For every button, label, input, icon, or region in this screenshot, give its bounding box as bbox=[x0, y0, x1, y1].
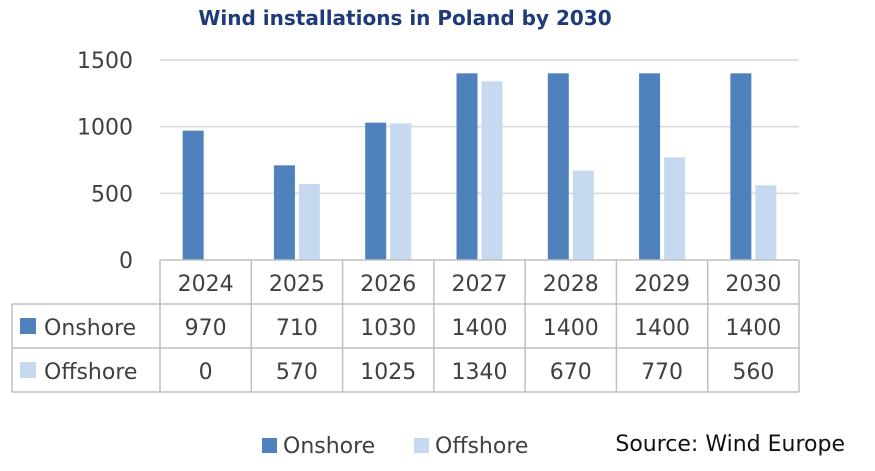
data-label: 1400 bbox=[543, 316, 599, 341]
y-tick-label: 1500 bbox=[77, 49, 133, 74]
data-label: 0 bbox=[199, 360, 213, 385]
data-label: 570 bbox=[276, 360, 318, 385]
bar-offshore-2028 bbox=[572, 170, 594, 260]
bar-onshore-2030 bbox=[730, 73, 752, 260]
bar-onshore-2028 bbox=[547, 73, 569, 260]
data-label: 670 bbox=[550, 360, 592, 385]
category-label: 2024 bbox=[178, 272, 234, 297]
y-tick-label: 1000 bbox=[77, 116, 133, 141]
y-tick-label: 500 bbox=[91, 182, 133, 207]
category-label: 2030 bbox=[725, 272, 781, 297]
data-label: 560 bbox=[732, 360, 774, 385]
bar-onshore-2027 bbox=[456, 73, 478, 260]
category-label: 2026 bbox=[360, 272, 416, 297]
table-row-label: Onshore bbox=[44, 316, 136, 341]
legend-label: Offshore bbox=[435, 434, 528, 459]
data-label: 970 bbox=[185, 316, 227, 341]
table-row-label: Offshore bbox=[44, 360, 137, 385]
data-table: 2024 2025 2026 2027 2028 2029 2030 Onshore 970 71… bbox=[11, 259, 800, 393]
bar-offshore-2029 bbox=[664, 157, 686, 260]
bar-onshore-2029 bbox=[639, 73, 661, 260]
data-label: 1400 bbox=[634, 316, 690, 341]
data-label: 770 bbox=[641, 360, 683, 385]
bar-onshore-2026 bbox=[365, 122, 387, 261]
chart-title: Wind installations in Poland by 2030 bbox=[198, 6, 611, 30]
category-label: 2028 bbox=[543, 272, 599, 297]
data-label: 1340 bbox=[452, 360, 508, 385]
source-note: Source: Wind Europe bbox=[615, 432, 845, 457]
category-label: 2027 bbox=[452, 272, 508, 297]
legend: Onshore Offshore bbox=[262, 434, 528, 459]
y-tick-label: 0 bbox=[119, 249, 133, 274]
category-label: 2029 bbox=[634, 272, 690, 297]
bar-offshore-2027 bbox=[481, 81, 503, 260]
y-axis: 0 500 1000 1500 bbox=[77, 49, 133, 274]
bar-offshore-2030 bbox=[755, 185, 777, 260]
data-label: 710 bbox=[276, 316, 318, 341]
data-label: 1400 bbox=[452, 316, 508, 341]
bar-offshore-2025 bbox=[298, 184, 320, 260]
data-label: 1400 bbox=[725, 316, 781, 341]
bars bbox=[182, 73, 777, 261]
table-key-onshore bbox=[20, 318, 36, 334]
legend-key-onshore bbox=[262, 438, 277, 453]
legend-label: Onshore bbox=[283, 434, 375, 459]
data-label: 1030 bbox=[360, 316, 416, 341]
table-key-offshore bbox=[20, 362, 36, 378]
category-label: 2025 bbox=[269, 272, 325, 297]
gridlines bbox=[160, 59, 799, 195]
data-label: 1025 bbox=[360, 360, 416, 385]
bar-onshore-2025 bbox=[273, 165, 295, 260]
bar-onshore-2024 bbox=[182, 130, 204, 260]
bar-offshore-2026 bbox=[390, 123, 412, 260]
legend-key-offshore bbox=[414, 438, 429, 453]
